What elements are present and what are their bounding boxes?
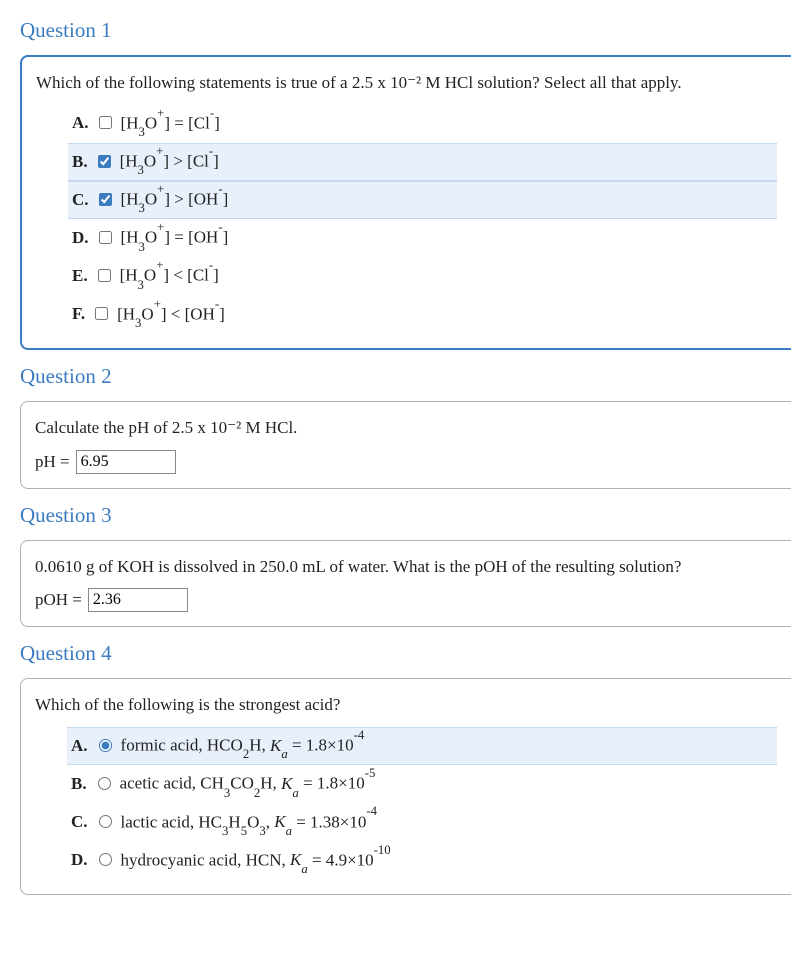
option-checkbox[interactable]: [95, 307, 108, 320]
question-3-title: Question 3: [20, 503, 791, 528]
option-checkbox[interactable]: [98, 269, 111, 282]
option-label: [H3O+] < [Cl-]: [120, 261, 219, 291]
question-2-prompt: Calculate the pH of 2.5 x 10⁻² M HCl.: [35, 416, 777, 440]
option-checkbox-wrap: [95, 188, 115, 214]
option-label: [H3O+] > [OH-]: [121, 185, 229, 215]
option-checkbox-wrap: [94, 264, 114, 290]
option-label: hydrocyanic acid, HCN, Ka = 4.9×10-10: [121, 846, 391, 876]
option-label: lactic acid, HC3H5O3, Ka = 1.38×10-4: [121, 808, 377, 838]
question-3-answer-label: pOH =: [35, 590, 82, 610]
option-checkbox-wrap: [91, 302, 111, 328]
question-4-box: Which of the following is the strongest …: [20, 678, 791, 894]
question-1-option-row[interactable]: F. [H3O+] < [OH-]: [68, 296, 777, 334]
option-label: [H3O+] = [Cl-]: [121, 109, 220, 139]
option-radio[interactable]: [99, 853, 112, 866]
question-2-answer-label: pH =: [35, 452, 70, 472]
option-checkbox[interactable]: [99, 193, 112, 206]
option-letter: F.: [72, 301, 85, 327]
option-checkbox-wrap: [95, 111, 115, 137]
option-letter: C.: [71, 809, 88, 835]
option-radio[interactable]: [98, 777, 111, 790]
option-letter: C.: [72, 187, 89, 213]
option-radio[interactable]: [99, 815, 112, 828]
option-letter: D.: [71, 847, 88, 873]
question-3-answer-input[interactable]: [88, 588, 188, 612]
option-radio[interactable]: [99, 739, 112, 752]
question-2-box: Calculate the pH of 2.5 x 10⁻² M HCl. pH…: [20, 401, 791, 489]
question-1-prompt: Which of the following statements is tru…: [36, 71, 777, 95]
question-1-title: Question 1: [20, 18, 791, 43]
question-4-option-row[interactable]: C. lactic acid, HC3H5O3, Ka = 1.38×10-4: [67, 804, 777, 842]
question-1-option-row[interactable]: C. [H3O+] > [OH-]: [68, 181, 777, 219]
option-radio-wrap: [94, 810, 115, 836]
option-label: [H3O+] > [Cl-]: [120, 147, 219, 177]
question-4-prompt: Which of the following is the strongest …: [35, 693, 777, 717]
option-radio-wrap: [93, 772, 114, 798]
question-3-answer-line: pOH =: [35, 588, 777, 612]
option-letter: E.: [72, 263, 88, 289]
option-checkbox[interactable]: [98, 155, 111, 168]
option-radio-wrap: [94, 848, 115, 874]
question-1-option-row[interactable]: D. [H3O+] = [OH-]: [68, 219, 777, 257]
question-4-option-row[interactable]: D. hydrocyanic acid, HCN, Ka = 4.9×10-10: [67, 842, 777, 880]
option-checkbox-wrap: [95, 226, 115, 252]
question-4-option-row[interactable]: A. formic acid, HCO2H, Ka = 1.8×10-4: [67, 727, 777, 765]
option-checkbox[interactable]: [99, 231, 112, 244]
question-2-answer-input[interactable]: [76, 450, 176, 474]
option-label: acetic acid, CH3CO2H, Ka = 1.8×10-5: [120, 769, 376, 799]
option-letter: D.: [72, 225, 89, 251]
option-letter: B.: [72, 149, 88, 175]
question-1-option-row[interactable]: B. [H3O+] > [Cl-]: [68, 143, 777, 181]
option-label: [H3O+] < [OH-]: [117, 300, 225, 330]
question-4-option-row[interactable]: B. acetic acid, CH3CO2H, Ka = 1.8×10-5: [67, 765, 777, 803]
question-1-option-row[interactable]: A. [H3O+] = [Cl-]: [68, 105, 777, 143]
question-1-option-row[interactable]: E. [H3O+] < [Cl-]: [68, 257, 777, 295]
option-checkbox[interactable]: [99, 116, 112, 129]
option-letter: B.: [71, 771, 87, 797]
option-radio-wrap: [94, 734, 115, 760]
question-4-title: Question 4: [20, 641, 791, 666]
question-4-options: A. formic acid, HCO2H, Ka = 1.8×10-4 B. ace…: [67, 727, 777, 880]
question-3-prompt: 0.0610 g of KOH is dissolved in 250.0 mL…: [35, 555, 777, 579]
option-label: formic acid, HCO2H, Ka = 1.8×10-4: [121, 731, 365, 761]
option-letter: A.: [71, 733, 88, 759]
question-2-answer-line: pH =: [35, 450, 777, 474]
question-2-title: Question 2: [20, 364, 791, 389]
option-label: [H3O+] = [OH-]: [121, 223, 229, 253]
option-checkbox-wrap: [94, 150, 114, 176]
option-letter: A.: [72, 110, 89, 136]
question-1-box: Which of the following statements is tru…: [20, 55, 791, 350]
question-1-options: A. [H3O+] = [Cl-] B. [H3O+] > [Cl-] C. [H3O+]…: [68, 105, 777, 334]
question-3-box: 0.0610 g of KOH is dissolved in 250.0 mL…: [20, 540, 791, 628]
